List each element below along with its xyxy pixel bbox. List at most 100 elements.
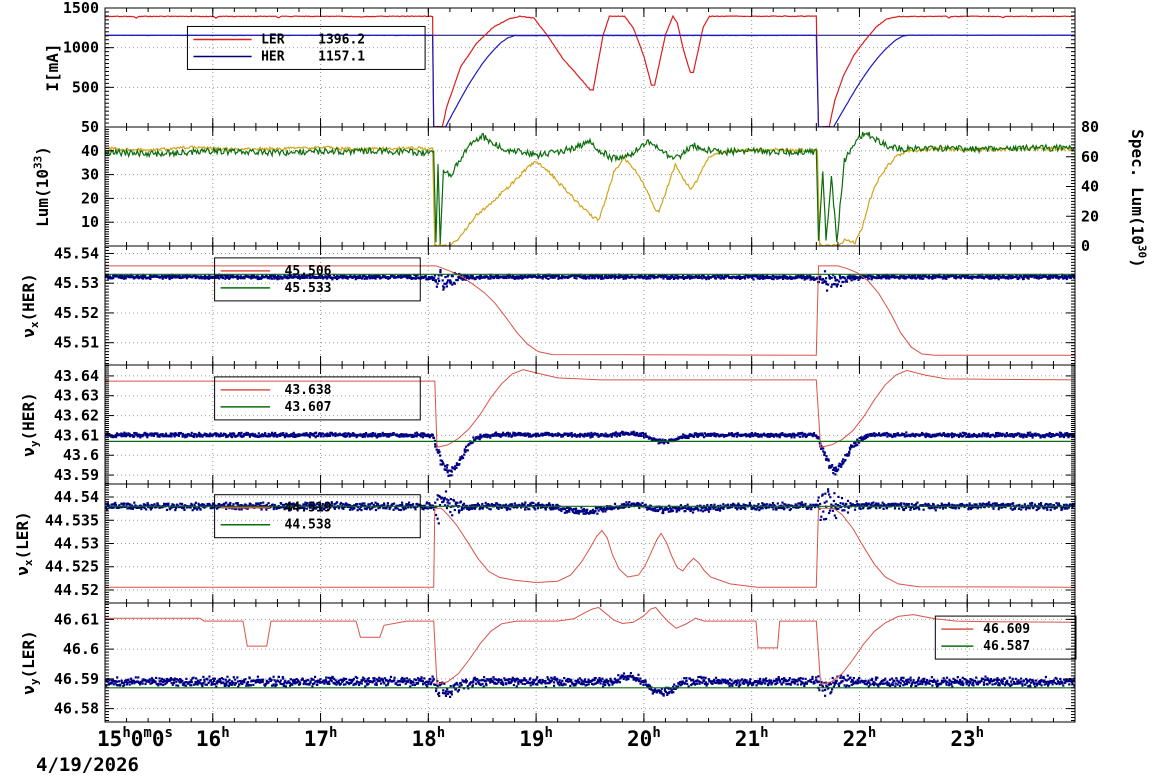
series-her-current: [105, 34, 1074, 127]
y2-tick-label: 60: [1081, 148, 1099, 166]
axis-ticks: [104, 246, 1076, 365]
y-tick-label: 43.6: [63, 446, 99, 464]
series-nuy-ler-reference: [105, 606, 1075, 685]
grid: [105, 246, 1075, 365]
y-tick-label: 43.59: [54, 466, 99, 484]
y2-tick-label: 40: [1081, 178, 1099, 196]
x-tick-label: 21h: [735, 725, 769, 751]
x-tick-label: 17h: [304, 725, 338, 751]
legend-entry-value: 43.607: [285, 400, 332, 415]
y-tick-label: 44.54: [54, 488, 99, 506]
y2-tick-label: 20: [1081, 207, 1099, 225]
x-tick-label: 22h: [843, 725, 877, 751]
panel-nux-her: 45.51 45.52 45.53 45.54 45.506 45.533: [54, 244, 1076, 366]
y-tick-label: 44.525: [45, 558, 99, 576]
grid: [105, 484, 1075, 603]
y-tick-label: 30: [81, 166, 99, 184]
panel-border: [104, 245, 1076, 366]
axis-ticks: [104, 126, 1076, 247]
series-nux-her-reference: [105, 265, 1075, 356]
series-ler-current: [105, 14, 1075, 127]
series-nuy-ler-measured: [105, 672, 1075, 698]
y-tick-label: 46.59: [54, 670, 99, 688]
y-tick-label: 44.535: [45, 511, 99, 529]
axis-title-nuy-ler: νy(LER): [19, 630, 41, 694]
panel-border: [104, 126, 1076, 247]
axis-title-current: I[mA]: [43, 43, 62, 91]
y-tick-label: 500: [72, 78, 99, 96]
legend-entry-value: 44.519: [285, 501, 332, 516]
x-tick-label: 23h: [950, 725, 984, 751]
y2-tick-label: 80: [1081, 118, 1099, 136]
series-specific-luminosity: [105, 131, 1075, 245]
legend-entry-value: 43.638: [285, 383, 332, 398]
y-tick-label: 10: [81, 213, 99, 231]
y-tick-label: 50: [81, 118, 99, 136]
legend-nuy-ler: 46.609 46.587: [934, 615, 1077, 660]
legend-entry-value: 46.587: [983, 639, 1030, 654]
x-tick-label: 19h: [519, 725, 553, 751]
x-tick-label: 16h: [196, 725, 230, 751]
y-tick-label: 1500: [63, 0, 99, 17]
y-tick-label: 43.61: [54, 426, 99, 444]
legend-nux-ler: 44.519 44.538: [214, 494, 421, 539]
x-tick-label: 18h: [411, 725, 445, 751]
axis-ticks: [104, 484, 1076, 603]
legend-nuy-her: 43.638 43.607: [214, 376, 421, 421]
y-tick-label: 46.61: [54, 610, 99, 628]
legend-entry-value: 45.533: [285, 281, 332, 296]
axis-title-luminosity: Lum(1033): [31, 146, 52, 227]
y-tick-label: 45.52: [54, 304, 99, 322]
y-tick-label: 43.62: [54, 407, 99, 425]
legend-entry-value: 44.538: [285, 518, 332, 533]
axis-ticks: [104, 7, 1076, 128]
x-tick-label: 15h0m0s: [97, 725, 173, 751]
grid: [105, 8, 1075, 127]
grid: [105, 127, 1075, 246]
y-tick-label: 1000: [63, 39, 99, 57]
grid: [105, 365, 1075, 484]
series-nuy-her-measured: [105, 430, 1075, 477]
axis-ticks: [104, 603, 1076, 722]
axis-ticks: [104, 365, 1076, 484]
legend-entry-label: HER: [261, 49, 285, 64]
right-axis-title: Spec. Lum(1030): [1128, 129, 1149, 267]
panel-nuy-ler: 46.58 46.59 46.6 46.61 46.609 46.587: [54, 602, 1077, 723]
y-tick-label: 44.53: [54, 535, 99, 553]
date-label: 4/19/2026: [36, 754, 139, 776]
legend-entry-value: 46.609: [983, 622, 1030, 637]
y-tick-label: 45.53: [54, 274, 99, 292]
y-tick-label: 45.54: [54, 244, 99, 262]
legend-current: LER 1396.2 HER 1157.1: [186, 25, 426, 70]
panel-luminosity: 10 20 30 40 50 0 20 40 60 80: [81, 118, 1099, 255]
y-tick-label: 46.58: [54, 700, 99, 718]
series-luminosity: [105, 145, 1074, 246]
legend-entry-value: 45.506: [285, 264, 332, 279]
panel-border: [104, 602, 1076, 723]
y-tick-label: 46.6: [63, 640, 99, 658]
series-nuy-her-reference: [105, 369, 1075, 448]
y-tick-label: 20: [81, 189, 99, 207]
axis-title-nux-ler: νx(LER): [13, 511, 35, 575]
legend-nux-her: 45.506 45.533: [214, 257, 421, 302]
series-nux-ler-reference: [105, 507, 1075, 588]
y-tick-label: 45.51: [54, 334, 99, 352]
y-tick-label: 40: [81, 142, 99, 160]
y2-tick-label: 0: [1081, 237, 1090, 255]
y-tick-label: 43.63: [54, 387, 99, 405]
legend-entry-value: 1157.1: [318, 49, 365, 64]
x-tick-label: 20h: [627, 725, 661, 751]
legend-entry-value: 1396.2: [318, 32, 365, 47]
panel-current: 500 1000 1500 LER 1396.2 HER 1157.1: [63, 0, 1076, 128]
grid: [105, 603, 1075, 722]
y-tick-label: 43.64: [54, 367, 99, 385]
y-tick-label: 44.52: [54, 581, 99, 599]
panel-nux-ler: 44.52 44.525 44.53 44.535 44.54 44.519 44.538: [45, 483, 1076, 604]
axis-title-nuy-her: νy(HER): [19, 392, 41, 456]
panel-border: [104, 364, 1076, 485]
axis-title-nux-her: νx(HER): [19, 273, 41, 337]
legend-entry-label: LER: [261, 32, 285, 47]
